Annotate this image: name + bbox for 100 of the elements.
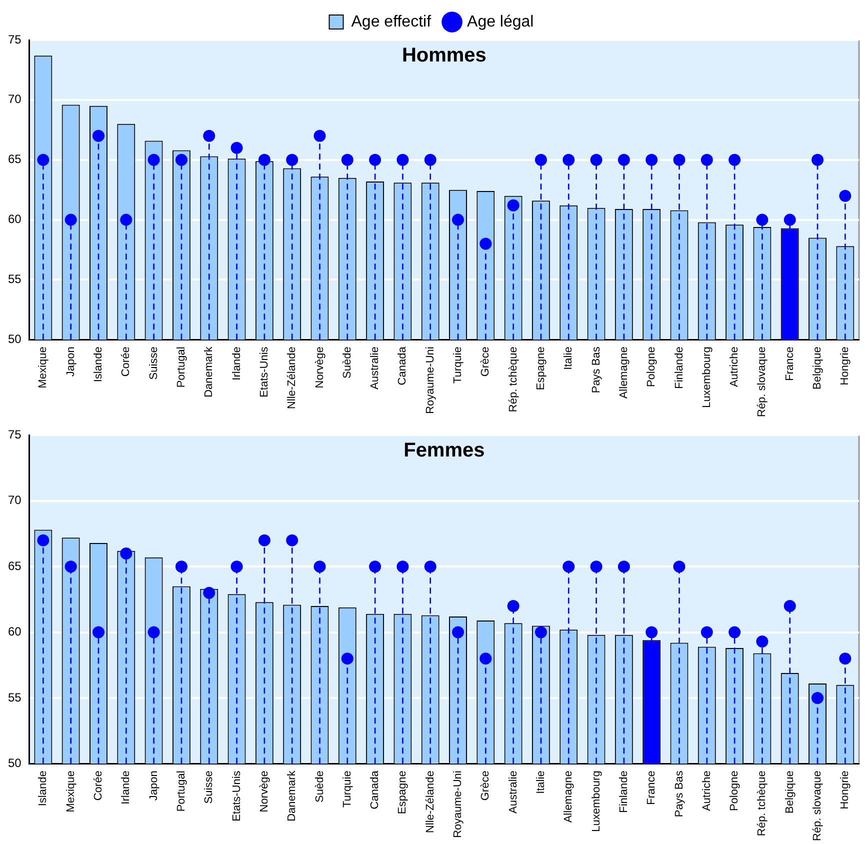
x-tick-label: Allemagne bbox=[562, 770, 575, 823]
x-tick-label: Hongrie bbox=[839, 770, 852, 810]
point bbox=[646, 154, 658, 166]
x-tick-label: Rép. tchèque bbox=[507, 346, 520, 412]
point bbox=[507, 199, 520, 212]
x-tick-label: Autriche bbox=[728, 346, 741, 388]
x-tick-label: Danemark bbox=[203, 346, 216, 398]
point bbox=[424, 154, 436, 166]
x-tick-label: Royaume-Uni bbox=[452, 770, 464, 838]
x-tick-label: Nlle-Zélande bbox=[424, 770, 436, 834]
point bbox=[452, 626, 464, 638]
x-tick-label: Espagne bbox=[396, 770, 409, 814]
y-tick-label: 65 bbox=[8, 558, 22, 573]
x-tick-label: Norvège bbox=[258, 770, 270, 812]
point bbox=[341, 154, 354, 166]
point bbox=[175, 560, 188, 573]
x-tick-label: Norvège bbox=[314, 346, 326, 388]
point bbox=[286, 154, 298, 166]
x-tick-label: Espagne bbox=[535, 346, 547, 390]
x-tick-label: Rép. slovaque bbox=[756, 346, 768, 418]
y-tick-label: 50 bbox=[8, 756, 22, 770]
point bbox=[673, 154, 686, 166]
x-tick-label: Turquie bbox=[341, 770, 354, 808]
x-tick-label: Corée bbox=[120, 346, 132, 377]
x-tick-label: Islande bbox=[92, 346, 105, 382]
legend-label: Age effectif bbox=[351, 13, 432, 30]
x-tick-label: Nlle-Zélande bbox=[286, 346, 298, 410]
x-tick-label: Pologne bbox=[728, 770, 741, 812]
x-tick-label: Turquie bbox=[452, 346, 464, 384]
x-tick-label: Japon bbox=[64, 346, 77, 377]
x-tick-label: Mexique bbox=[64, 770, 77, 812]
point bbox=[314, 130, 326, 142]
point bbox=[64, 560, 77, 573]
y-tick-label: 60 bbox=[8, 212, 22, 226]
x-tick-label: Italie bbox=[535, 770, 547, 794]
x-tick-label: Suède bbox=[341, 346, 354, 378]
point bbox=[784, 214, 796, 226]
point bbox=[700, 626, 713, 638]
x-tick-label: France bbox=[646, 770, 658, 805]
x-tick-label: Pologne bbox=[646, 346, 658, 388]
point bbox=[203, 586, 216, 599]
x-tick-label: Grèce bbox=[480, 346, 492, 377]
y-tick-label: 60 bbox=[8, 624, 22, 639]
x-tick-label: Corée bbox=[92, 770, 105, 801]
x-tick-label: Pays Bas bbox=[673, 770, 686, 818]
x-tick-label: Etats-Unis bbox=[230, 770, 243, 822]
x-tick-label: Grèce bbox=[480, 770, 492, 801]
point bbox=[424, 560, 436, 573]
x-tick-label: Portugal bbox=[175, 770, 188, 812]
y-tick-label: 55 bbox=[8, 272, 22, 286]
x-tick-label: Irlande bbox=[230, 346, 243, 380]
x-tick-label: Canada bbox=[396, 346, 409, 386]
x-tick-label: Australie bbox=[507, 770, 520, 814]
y-tick-label: 55 bbox=[8, 690, 22, 704]
point bbox=[314, 560, 326, 573]
point bbox=[646, 626, 658, 638]
point bbox=[728, 154, 741, 166]
point bbox=[37, 534, 50, 546]
x-tick-label: Suède bbox=[314, 770, 326, 802]
y-tick-label: 65 bbox=[8, 152, 22, 166]
point bbox=[812, 692, 824, 704]
x-tick-label: Italie bbox=[562, 346, 575, 370]
x-tick-label: Australie bbox=[369, 346, 382, 390]
point bbox=[369, 154, 382, 166]
point bbox=[369, 560, 382, 573]
chart-title: Hommes bbox=[402, 44, 486, 67]
x-tick-label: Islande bbox=[37, 770, 50, 806]
x-tick-label: Japon bbox=[148, 770, 160, 801]
point bbox=[120, 547, 132, 560]
point bbox=[230, 142, 243, 154]
point bbox=[839, 190, 852, 202]
point bbox=[507, 600, 520, 612]
x-tick-label: Suisse bbox=[148, 346, 160, 380]
point bbox=[230, 560, 243, 573]
x-tick-label: Allemagne bbox=[618, 346, 630, 399]
point bbox=[562, 154, 575, 166]
point bbox=[341, 652, 354, 665]
x-tick-label: Etats-Unis bbox=[258, 346, 270, 398]
point bbox=[618, 154, 630, 166]
point bbox=[203, 130, 216, 142]
point bbox=[286, 534, 298, 546]
y-tick-label: 70 bbox=[8, 92, 22, 106]
point bbox=[673, 560, 686, 573]
point bbox=[92, 626, 104, 638]
point bbox=[812, 154, 824, 166]
point bbox=[64, 214, 77, 226]
x-tick-label: Rép. slovaque bbox=[812, 770, 824, 842]
chart-title: Femmes bbox=[404, 440, 485, 462]
point bbox=[756, 635, 768, 648]
x-tick-label: Rép. tchèque bbox=[756, 770, 768, 836]
point bbox=[396, 154, 409, 166]
point bbox=[562, 560, 575, 573]
x-tick-label: Portugal bbox=[175, 346, 188, 388]
point bbox=[148, 154, 160, 166]
x-tick-label: Autriche bbox=[700, 770, 713, 812]
point bbox=[37, 154, 50, 166]
point bbox=[700, 154, 713, 166]
x-tick-label: Mexique bbox=[37, 346, 50, 388]
point bbox=[396, 560, 409, 573]
point bbox=[728, 626, 741, 638]
